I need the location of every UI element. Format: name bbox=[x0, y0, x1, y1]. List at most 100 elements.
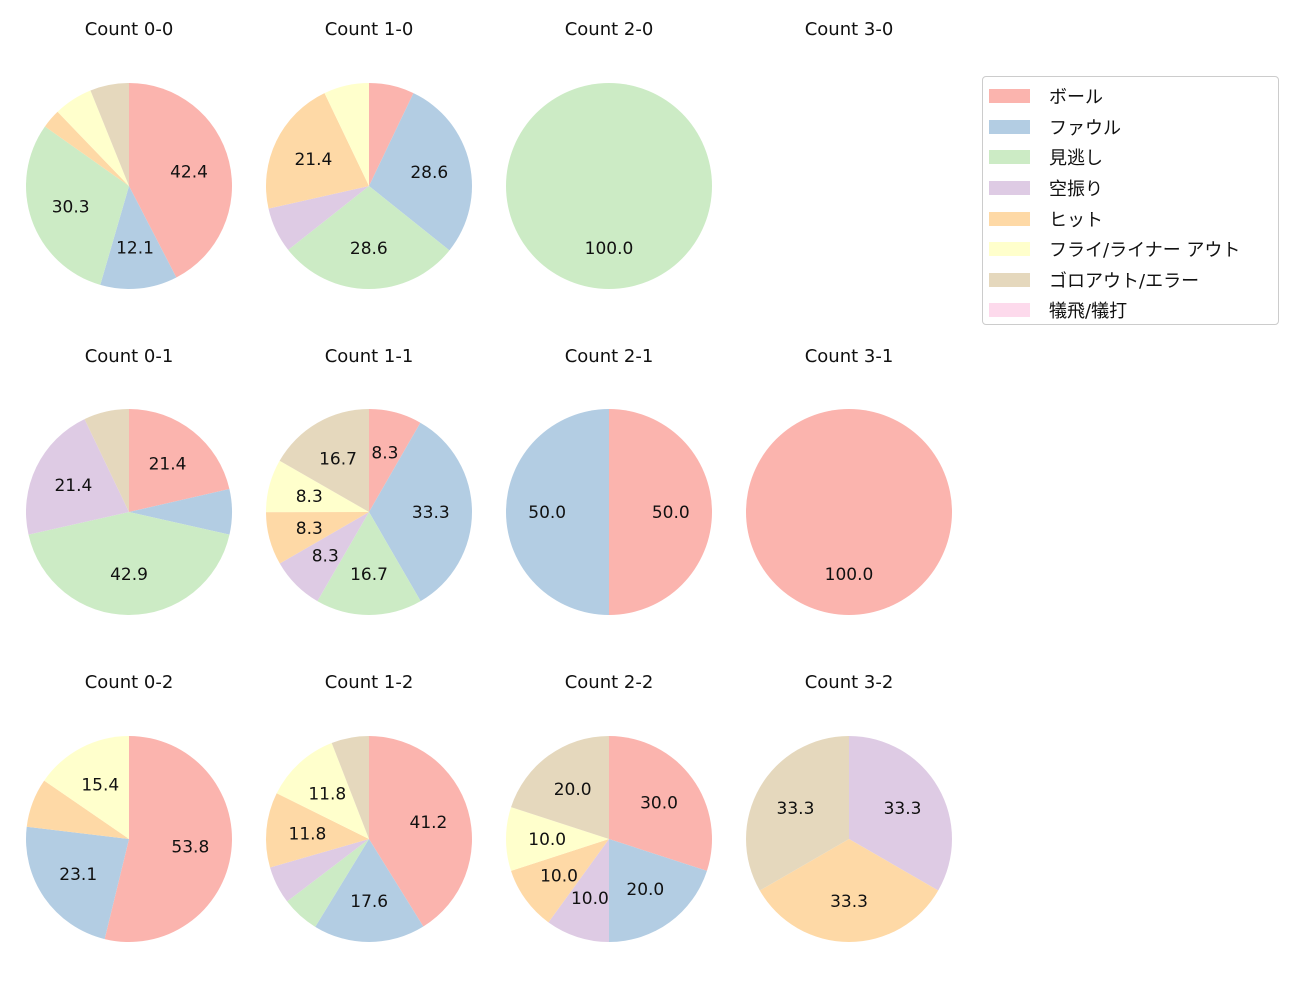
pie-slice bbox=[369, 93, 472, 251]
slice-label: 33.3 bbox=[777, 799, 815, 819]
slice-label: 10.0 bbox=[528, 830, 566, 850]
pie-title: Count 1-1 bbox=[325, 346, 414, 367]
legend-item: ボール bbox=[989, 81, 1278, 112]
slice-label: 23.1 bbox=[59, 865, 97, 885]
pie-slice bbox=[369, 422, 472, 602]
legend-label: 空振り bbox=[1049, 179, 1103, 201]
slice-label: 100.0 bbox=[585, 239, 634, 259]
slice-label: 50.0 bbox=[652, 503, 690, 523]
slice-label: 11.8 bbox=[289, 824, 327, 844]
pie-slice bbox=[317, 512, 421, 615]
pie-slice bbox=[548, 839, 609, 942]
legend-swatch bbox=[989, 303, 1030, 318]
slice-label: 21.4 bbox=[149, 455, 187, 475]
pie-slice bbox=[100, 186, 177, 290]
legend-label: ボール bbox=[1049, 87, 1103, 109]
slice-label: 28.6 bbox=[410, 163, 448, 183]
legend-swatch bbox=[989, 181, 1030, 196]
slice-label: 28.6 bbox=[350, 239, 388, 259]
slice-label: 11.8 bbox=[308, 784, 346, 804]
pie-title: Count 2-1 bbox=[565, 346, 654, 367]
pie-slice bbox=[90, 83, 129, 186]
slice-label: 10.0 bbox=[571, 889, 609, 909]
slice-label: 16.7 bbox=[319, 450, 357, 470]
legend-item: 見逃し bbox=[989, 142, 1278, 173]
pie-slice bbox=[511, 736, 609, 839]
legend-label: ヒット bbox=[1049, 209, 1103, 231]
pie-slice bbox=[287, 839, 369, 927]
slice-label: 30.3 bbox=[52, 197, 90, 217]
legend: ボールファウル見逃し空振りヒットフライ/ライナー アウト ゴロアウト/エラー犠飛/… bbox=[982, 76, 1279, 325]
slice-label: 21.4 bbox=[294, 150, 332, 170]
pie-slice bbox=[506, 409, 609, 615]
pie-slice bbox=[25, 419, 130, 535]
slice-label: 16.7 bbox=[350, 565, 388, 585]
pie-slice bbox=[279, 409, 369, 512]
pie-slice bbox=[268, 186, 369, 250]
pie-slice bbox=[746, 409, 952, 615]
slice-label: 33.3 bbox=[412, 503, 450, 523]
legend-item: ファウル bbox=[989, 112, 1278, 143]
pie-title: Count 2-2 bbox=[565, 672, 654, 693]
pie-slice bbox=[57, 90, 129, 186]
pie-slice bbox=[25, 126, 130, 285]
pie-slice bbox=[369, 736, 473, 927]
pie-title: Count 0-1 bbox=[85, 346, 174, 367]
pie-title: Count 3-0 bbox=[805, 19, 894, 40]
pie-slice bbox=[279, 512, 369, 602]
legend-label: ゴロアウト/エラー bbox=[1049, 270, 1200, 292]
slice-label: 12.1 bbox=[116, 239, 154, 259]
pie-slice bbox=[265, 93, 369, 209]
legend-swatch bbox=[989, 272, 1030, 287]
pie-slice bbox=[129, 409, 230, 512]
legend-swatch bbox=[989, 211, 1030, 226]
pie-title: Count 3-2 bbox=[805, 672, 894, 693]
pie-slice bbox=[129, 83, 233, 278]
pie-title: Count 2-0 bbox=[565, 19, 654, 40]
legend-label: フライ/ライナー アウト bbox=[1049, 240, 1241, 262]
legend-label: ファウル bbox=[1049, 117, 1121, 139]
pie-slice bbox=[28, 512, 230, 615]
pie-slice bbox=[266, 512, 369, 564]
pie-slice bbox=[506, 807, 609, 871]
pie-slice bbox=[759, 839, 939, 942]
legend-swatch bbox=[989, 119, 1030, 134]
pie-slice bbox=[288, 186, 450, 289]
pie-slice bbox=[609, 409, 712, 615]
slice-label: 8.3 bbox=[371, 443, 398, 463]
pie-slice bbox=[745, 736, 849, 891]
slice-label: 30.0 bbox=[640, 794, 678, 814]
slice-label: 41.2 bbox=[410, 813, 448, 833]
legend-item: ヒット bbox=[989, 203, 1278, 234]
pie-slice bbox=[266, 793, 369, 868]
pie-title: Count 0-0 bbox=[85, 19, 174, 40]
slice-label: 50.0 bbox=[528, 503, 566, 523]
pie-slice bbox=[506, 83, 712, 289]
pie-slice bbox=[25, 826, 129, 940]
legend-item: ゴロアウト/エラー bbox=[989, 265, 1278, 296]
pie-slice bbox=[511, 839, 609, 923]
slice-label: 20.0 bbox=[626, 880, 664, 900]
pie-slice bbox=[331, 736, 369, 839]
legend-item: 犠飛/犠打 bbox=[989, 295, 1278, 326]
slice-label: 20.0 bbox=[554, 780, 592, 800]
pie-title: Count 3-1 bbox=[805, 346, 894, 367]
slice-label: 33.3 bbox=[884, 799, 922, 819]
slice-label: 17.6 bbox=[350, 892, 388, 912]
slice-label: 8.3 bbox=[312, 547, 339, 567]
legend-label: 見逃し bbox=[1049, 148, 1103, 170]
pie-slice bbox=[129, 489, 233, 535]
slice-label: 53.8 bbox=[171, 837, 209, 857]
pie-slice bbox=[369, 83, 414, 186]
pie-slice bbox=[84, 409, 129, 512]
pie-slice bbox=[609, 839, 707, 942]
pie-slice bbox=[369, 409, 421, 512]
pie-slice bbox=[44, 111, 130, 186]
legend-swatch bbox=[989, 242, 1030, 257]
slice-label: 21.4 bbox=[54, 476, 92, 496]
pie-slice bbox=[315, 839, 424, 942]
pie-slice bbox=[324, 83, 369, 186]
legend-item: フライ/ライナー アウト bbox=[989, 234, 1278, 265]
